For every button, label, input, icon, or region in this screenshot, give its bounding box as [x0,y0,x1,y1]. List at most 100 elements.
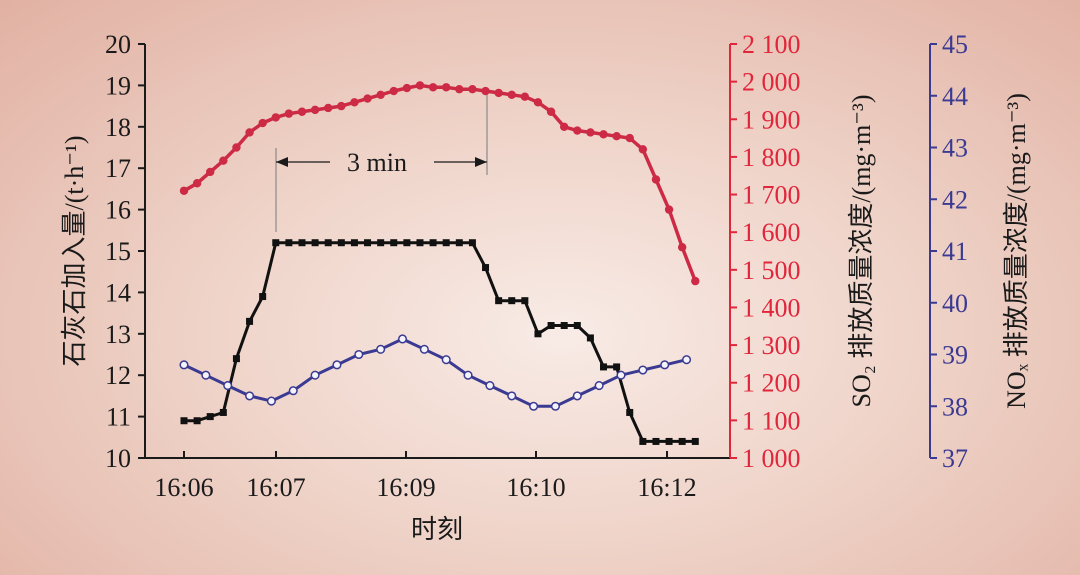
limestone-point [350,239,358,247]
right1-tick-label: 1 100 [742,406,801,435]
right2-tick-label: 37 [942,444,968,473]
right2-tick-label: 41 [942,237,968,266]
so2-point [219,156,228,165]
right1-tick-label: 1 000 [742,444,801,473]
right-axis-so2-title: SO₂ 排放质量浓度/(mg·m⁻³) [847,95,876,408]
nox-point [223,381,233,391]
x-tick-label: 16:09 [376,473,435,502]
so2-point [376,90,385,100]
nox-point [507,391,517,401]
right1-tick-label: 1 400 [742,293,801,322]
limestone-point [586,334,594,342]
so2-point [179,186,189,195]
limestone-point [324,239,332,247]
right2-tick-label: 42 [942,185,968,214]
left-tick-label: 14 [105,278,131,307]
limestone-point [508,297,516,305]
limestone-point [193,417,201,425]
so2-point [677,243,687,252]
right2-tick-label: 45 [942,30,968,59]
limestone-point [691,437,699,445]
nox-point [572,391,582,401]
limestone-point [652,437,660,445]
so2-point [573,126,582,135]
limestone-point [600,363,608,371]
left-axis-title: 石灰石加入量/(t·h⁻¹) [60,136,89,367]
limestone-point [442,239,450,247]
limestone-point [573,322,581,330]
limestone-point [337,239,345,247]
annotation-label: 3 min [347,148,407,177]
annotation-arrowhead-right [475,157,487,167]
nox-point [616,370,626,380]
so2-point [442,83,451,92]
right2-tick-label: 39 [942,341,968,370]
limestone-point [390,239,398,247]
limestone-point [285,239,293,247]
nox-point [419,344,429,354]
so2-point [664,205,674,214]
right2-tick-label: 44 [942,82,968,111]
right2-tick-label: 38 [942,392,968,421]
x-tick-label: 16:10 [506,473,565,502]
nox-point [266,396,276,406]
right1-tick-label: 1 200 [742,369,801,398]
x-tick-label: 16:07 [246,473,305,502]
limestone-point [298,239,306,247]
limestone-point [416,239,424,247]
right1-tick-label: 1 600 [742,218,801,247]
nox-point [682,355,692,365]
limestone-point [403,239,411,247]
left-tick-label: 15 [105,237,131,266]
limestone-point [547,322,555,330]
limestone-point [272,239,280,247]
so2-point [310,105,320,115]
limestone-point [521,297,529,305]
so2-point [363,94,372,103]
so2-point [468,84,477,94]
nox-point [550,401,561,411]
so2-point [625,133,634,143]
right1-tick-label: 1 700 [742,181,801,210]
so2-point [546,107,556,116]
so2-point [428,83,438,92]
left-tick-label: 10 [105,444,131,473]
so2-point [494,88,503,98]
so2-point [415,81,425,90]
limestone-point [495,297,503,305]
series-left-line [184,241,696,443]
limestone-point [232,355,240,363]
right1-tick-label: 2 100 [742,30,801,59]
so2-point [612,132,621,141]
nox-point [485,381,495,391]
so2-point [192,179,202,188]
so2-point [533,98,543,107]
three-minute-annotation: 3 min [275,90,488,232]
limestone-point [311,239,319,247]
nox-point [594,381,604,391]
so2-point [324,103,333,113]
limestone-point [219,408,227,416]
so2-point [389,86,398,96]
nox-point [245,391,255,401]
left-tick-label: 17 [105,154,131,183]
limestone-point [429,239,437,247]
nox-point [288,386,298,396]
right1-tick-label: 1 800 [742,143,801,172]
nox-point [529,401,539,411]
series-layer [179,81,700,445]
so2-point [520,92,530,101]
left-tick-label: 18 [105,113,131,142]
nox-point [310,370,320,380]
limestone-point [560,322,568,330]
nox-point [397,334,408,344]
so2-point [271,113,280,122]
limestone-point [468,239,476,247]
limestone-point [455,239,463,247]
nox-point [376,344,386,354]
left-tick-label: 19 [105,71,131,100]
limestone-point [206,413,214,421]
right1-tick-label: 2 000 [742,68,801,97]
so2-point [455,84,464,94]
limestone-point [678,437,686,445]
